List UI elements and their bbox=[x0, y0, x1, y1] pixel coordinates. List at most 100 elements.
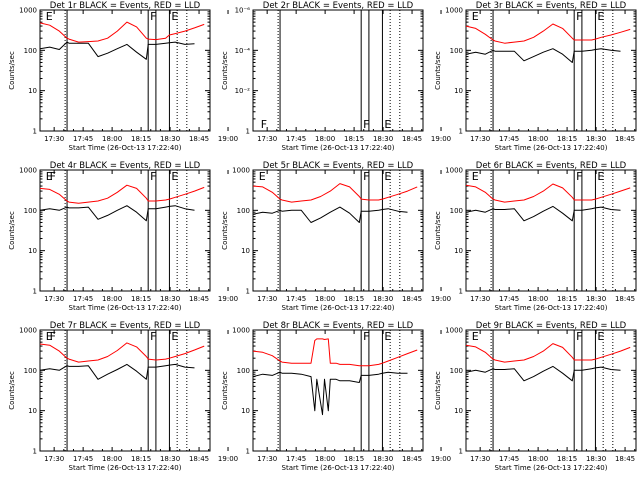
events-series-line bbox=[252, 371, 408, 416]
x-tick-label: 17:30 bbox=[44, 455, 64, 463]
flag-label: E bbox=[472, 10, 479, 23]
panel-title: Det 1r BLACK = Events, RED = LLD bbox=[50, 1, 201, 11]
x-tick-label: 18:45 bbox=[615, 135, 635, 143]
plot-frame bbox=[465, 169, 637, 292]
x-tick-label: 19:00 bbox=[218, 135, 238, 143]
y-axis-label: Counts/sec bbox=[434, 51, 442, 90]
flag-label: E bbox=[597, 170, 604, 183]
detector-panel-9: Det 9r BLACK = Events, RED = LLD 1 10 100 10… bbox=[434, 321, 637, 472]
flag-label: F bbox=[576, 10, 582, 23]
x-tick-label: 18:15 bbox=[344, 295, 364, 303]
y-axis-label: Counts/sec bbox=[434, 211, 442, 250]
y-tick-label: 1000 bbox=[232, 327, 250, 335]
lld-series-line bbox=[252, 183, 418, 203]
y-tick-label: 1 bbox=[246, 288, 250, 296]
x-axis-label: Start Time (26-Oct-13 17:22:40) bbox=[495, 144, 608, 152]
flag-label: E bbox=[384, 170, 391, 183]
lld-series-line bbox=[465, 183, 631, 203]
flag-label: F bbox=[576, 330, 582, 343]
x-tick-label: 18:30 bbox=[586, 135, 606, 143]
flag-label: E bbox=[384, 330, 391, 343]
x-tick-label: 18:45 bbox=[615, 455, 635, 463]
flag-label: F bbox=[261, 118, 267, 131]
y-tick-label: 1000 bbox=[19, 167, 37, 175]
x-tick-label: 17:45 bbox=[499, 455, 519, 463]
x-tick-label: 18:15 bbox=[557, 455, 577, 463]
y-tick-label: 1000 bbox=[445, 7, 463, 15]
detector-panel-3: Det 3r BLACK = Events, RED = LLD 1 10 100 10… bbox=[434, 1, 637, 152]
panel-title: Det 4r BLACK = Events, RED = LLD bbox=[50, 161, 201, 171]
x-tick-label: 17:30 bbox=[470, 295, 490, 303]
lld-series-line bbox=[252, 338, 418, 367]
x-tick-label: 18:30 bbox=[373, 135, 393, 143]
x-tick-label: 17:45 bbox=[286, 295, 306, 303]
flag-label: F bbox=[50, 170, 56, 183]
y-axis-label: Counts/sec bbox=[221, 211, 229, 250]
y-tick-label: 1000 bbox=[19, 327, 37, 335]
y-tick-label: 100 bbox=[237, 207, 250, 215]
y-tick-label: 10⁻⁶ bbox=[235, 7, 251, 15]
y-axis-label: Counts/sec bbox=[221, 371, 229, 410]
x-tick-label: 18:45 bbox=[402, 295, 422, 303]
detector-panel-5: Det 5r BLACK = Events, RED = LLD 1 10 100 10… bbox=[221, 161, 451, 312]
x-axis-label: Start Time (26-Oct-13 17:22:40) bbox=[282, 464, 395, 472]
x-tick-label: 18:15 bbox=[557, 295, 577, 303]
x-tick-label: 18:00 bbox=[102, 135, 122, 143]
x-tick-label: 18:00 bbox=[528, 135, 548, 143]
flag-label: E bbox=[46, 10, 53, 23]
x-tick-label: 17:30 bbox=[257, 455, 277, 463]
x-tick-label: 19:00 bbox=[218, 455, 238, 463]
flag-label: E bbox=[472, 170, 479, 183]
y-axis-label: Counts/sec bbox=[434, 371, 442, 410]
x-tick-label: 17:30 bbox=[44, 295, 64, 303]
y-tick-label: 100 bbox=[24, 207, 37, 215]
events-series-line bbox=[465, 205, 621, 222]
flag-label: F bbox=[576, 170, 582, 183]
flag-label: F bbox=[363, 330, 369, 343]
plot-frame bbox=[465, 329, 637, 452]
flag-label: E bbox=[171, 170, 178, 183]
plot-frame bbox=[252, 329, 424, 452]
x-tick-label: 18:00 bbox=[315, 295, 335, 303]
x-tick-label: 18:30 bbox=[373, 455, 393, 463]
y-tick-label: 10 bbox=[454, 247, 463, 255]
x-tick-label: 18:30 bbox=[586, 455, 606, 463]
flag-label: E bbox=[171, 10, 178, 23]
plot-frame bbox=[252, 9, 424, 132]
detector-panel-2: Det 2r BLACK = Events, RED = LLD 1 10⁻² 10⁻… bbox=[221, 1, 451, 152]
flag-label: F bbox=[50, 330, 56, 343]
plot-frame bbox=[39, 329, 211, 452]
y-axis-label: Counts/sec bbox=[221, 51, 229, 90]
x-tick-label: 18:45 bbox=[189, 135, 209, 143]
flag-label: F bbox=[150, 170, 156, 183]
x-tick-label: 18:45 bbox=[615, 295, 635, 303]
y-axis-label: Counts/sec bbox=[8, 51, 16, 90]
y-tick-label: 100 bbox=[450, 47, 463, 55]
x-tick-label: 17:45 bbox=[73, 295, 93, 303]
x-tick-label: 19:00 bbox=[431, 135, 451, 143]
x-axis-label: Start Time (26-Oct-13 17:22:40) bbox=[69, 144, 182, 152]
detector-panel-4: Det 4r BLACK = Events, RED = LLD 1 10 100 10… bbox=[8, 161, 238, 312]
panel-title: Det 3r BLACK = Events, RED = LLD bbox=[476, 1, 627, 11]
flag-label: E bbox=[597, 10, 604, 23]
x-tick-label: 17:45 bbox=[286, 455, 306, 463]
flag-label: E bbox=[46, 170, 53, 183]
x-tick-label: 18:45 bbox=[402, 455, 422, 463]
events-series-line bbox=[39, 205, 195, 222]
y-tick-label: 100 bbox=[24, 367, 37, 375]
x-tick-label: 18:00 bbox=[315, 455, 335, 463]
y-tick-label: 1 bbox=[246, 128, 250, 136]
flag-label: E bbox=[472, 330, 479, 343]
x-tick-label: 18:30 bbox=[160, 295, 180, 303]
detector-panel-7: Det 7r BLACK = Events, RED = LLD 1 10 100 10… bbox=[8, 321, 238, 472]
y-tick-label: 1000 bbox=[445, 327, 463, 335]
x-tick-label: 19:00 bbox=[431, 455, 451, 463]
y-tick-label: 100 bbox=[450, 207, 463, 215]
y-tick-label: 10 bbox=[28, 87, 37, 95]
panel-title: Det 9r BLACK = Events, RED = LLD bbox=[476, 321, 627, 331]
x-tick-label: 18:00 bbox=[315, 135, 335, 143]
y-tick-label: 100 bbox=[237, 367, 250, 375]
y-tick-label: 10 bbox=[28, 247, 37, 255]
flag-label: F bbox=[363, 170, 369, 183]
